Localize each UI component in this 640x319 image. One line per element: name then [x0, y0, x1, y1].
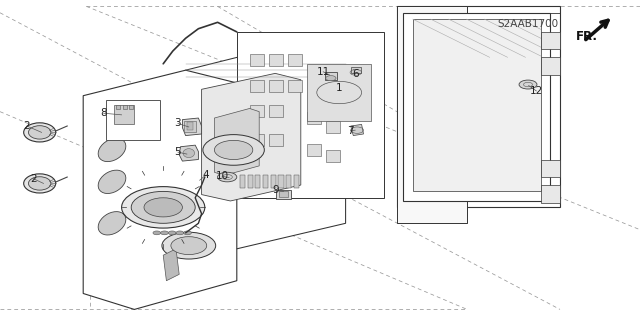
Polygon shape: [202, 73, 301, 201]
Text: 3: 3: [175, 118, 181, 129]
Polygon shape: [237, 32, 384, 198]
Circle shape: [214, 140, 253, 160]
Text: FR.: FR.: [576, 30, 598, 43]
Bar: [271, 175, 276, 188]
Bar: [129, 105, 133, 109]
Bar: [269, 80, 283, 92]
Ellipse shape: [24, 174, 56, 193]
Ellipse shape: [183, 149, 195, 158]
Bar: [307, 112, 321, 124]
Bar: [187, 122, 193, 130]
Bar: [307, 144, 321, 156]
Bar: [294, 175, 299, 188]
Bar: [250, 54, 264, 66]
Bar: [250, 80, 264, 92]
Bar: [325, 72, 337, 80]
Bar: [276, 190, 291, 199]
Ellipse shape: [28, 126, 51, 139]
Text: 2: 2: [30, 174, 36, 184]
Circle shape: [144, 198, 182, 217]
Text: 12: 12: [530, 86, 543, 96]
Text: 5: 5: [175, 147, 181, 157]
Text: 8: 8: [100, 108, 107, 118]
Bar: [263, 175, 268, 188]
Polygon shape: [413, 19, 541, 191]
Text: 10: 10: [216, 171, 229, 182]
Text: 1: 1: [336, 83, 342, 93]
Polygon shape: [541, 160, 560, 177]
Bar: [269, 54, 283, 66]
Bar: [326, 150, 340, 162]
Ellipse shape: [98, 138, 126, 162]
Polygon shape: [163, 249, 179, 281]
Circle shape: [519, 80, 537, 89]
Polygon shape: [114, 105, 134, 124]
Text: S2AAB1700: S2AAB1700: [497, 19, 559, 29]
Text: 2: 2: [24, 121, 30, 131]
Text: 9: 9: [272, 185, 278, 196]
Bar: [286, 175, 291, 188]
Bar: [269, 134, 283, 146]
Text: 4: 4: [203, 170, 209, 180]
Ellipse shape: [98, 170, 126, 194]
Bar: [278, 175, 284, 188]
Circle shape: [122, 187, 205, 228]
Polygon shape: [182, 118, 202, 136]
Ellipse shape: [98, 211, 126, 235]
Polygon shape: [403, 13, 550, 201]
Circle shape: [326, 76, 336, 81]
Bar: [250, 105, 264, 117]
Polygon shape: [541, 57, 560, 75]
Bar: [123, 105, 127, 109]
Ellipse shape: [24, 123, 56, 142]
Polygon shape: [397, 6, 560, 207]
Polygon shape: [179, 145, 198, 161]
Circle shape: [161, 231, 168, 235]
Polygon shape: [307, 64, 371, 121]
Bar: [106, 100, 160, 140]
Circle shape: [168, 231, 176, 235]
Bar: [279, 191, 288, 197]
Bar: [269, 105, 283, 117]
Ellipse shape: [28, 177, 51, 190]
Text: 7: 7: [348, 126, 354, 136]
Circle shape: [184, 231, 191, 235]
Circle shape: [153, 231, 161, 235]
Bar: [255, 175, 260, 188]
Circle shape: [162, 232, 216, 259]
Bar: [184, 121, 196, 132]
Circle shape: [131, 191, 195, 223]
Bar: [288, 80, 302, 92]
Bar: [240, 175, 245, 188]
Circle shape: [218, 172, 237, 182]
Polygon shape: [397, 6, 467, 223]
Circle shape: [171, 237, 207, 255]
Polygon shape: [541, 185, 560, 203]
Bar: [248, 175, 253, 188]
Bar: [250, 134, 264, 146]
Bar: [288, 54, 302, 66]
Polygon shape: [83, 70, 237, 309]
Circle shape: [203, 135, 264, 165]
Circle shape: [176, 231, 184, 235]
Bar: [351, 67, 361, 73]
Polygon shape: [186, 45, 346, 249]
Polygon shape: [214, 108, 259, 175]
Polygon shape: [541, 32, 560, 49]
Polygon shape: [351, 124, 364, 136]
Bar: [326, 121, 340, 133]
Bar: [116, 105, 120, 109]
Text: 6: 6: [352, 69, 358, 79]
Text: 11: 11: [317, 67, 330, 77]
